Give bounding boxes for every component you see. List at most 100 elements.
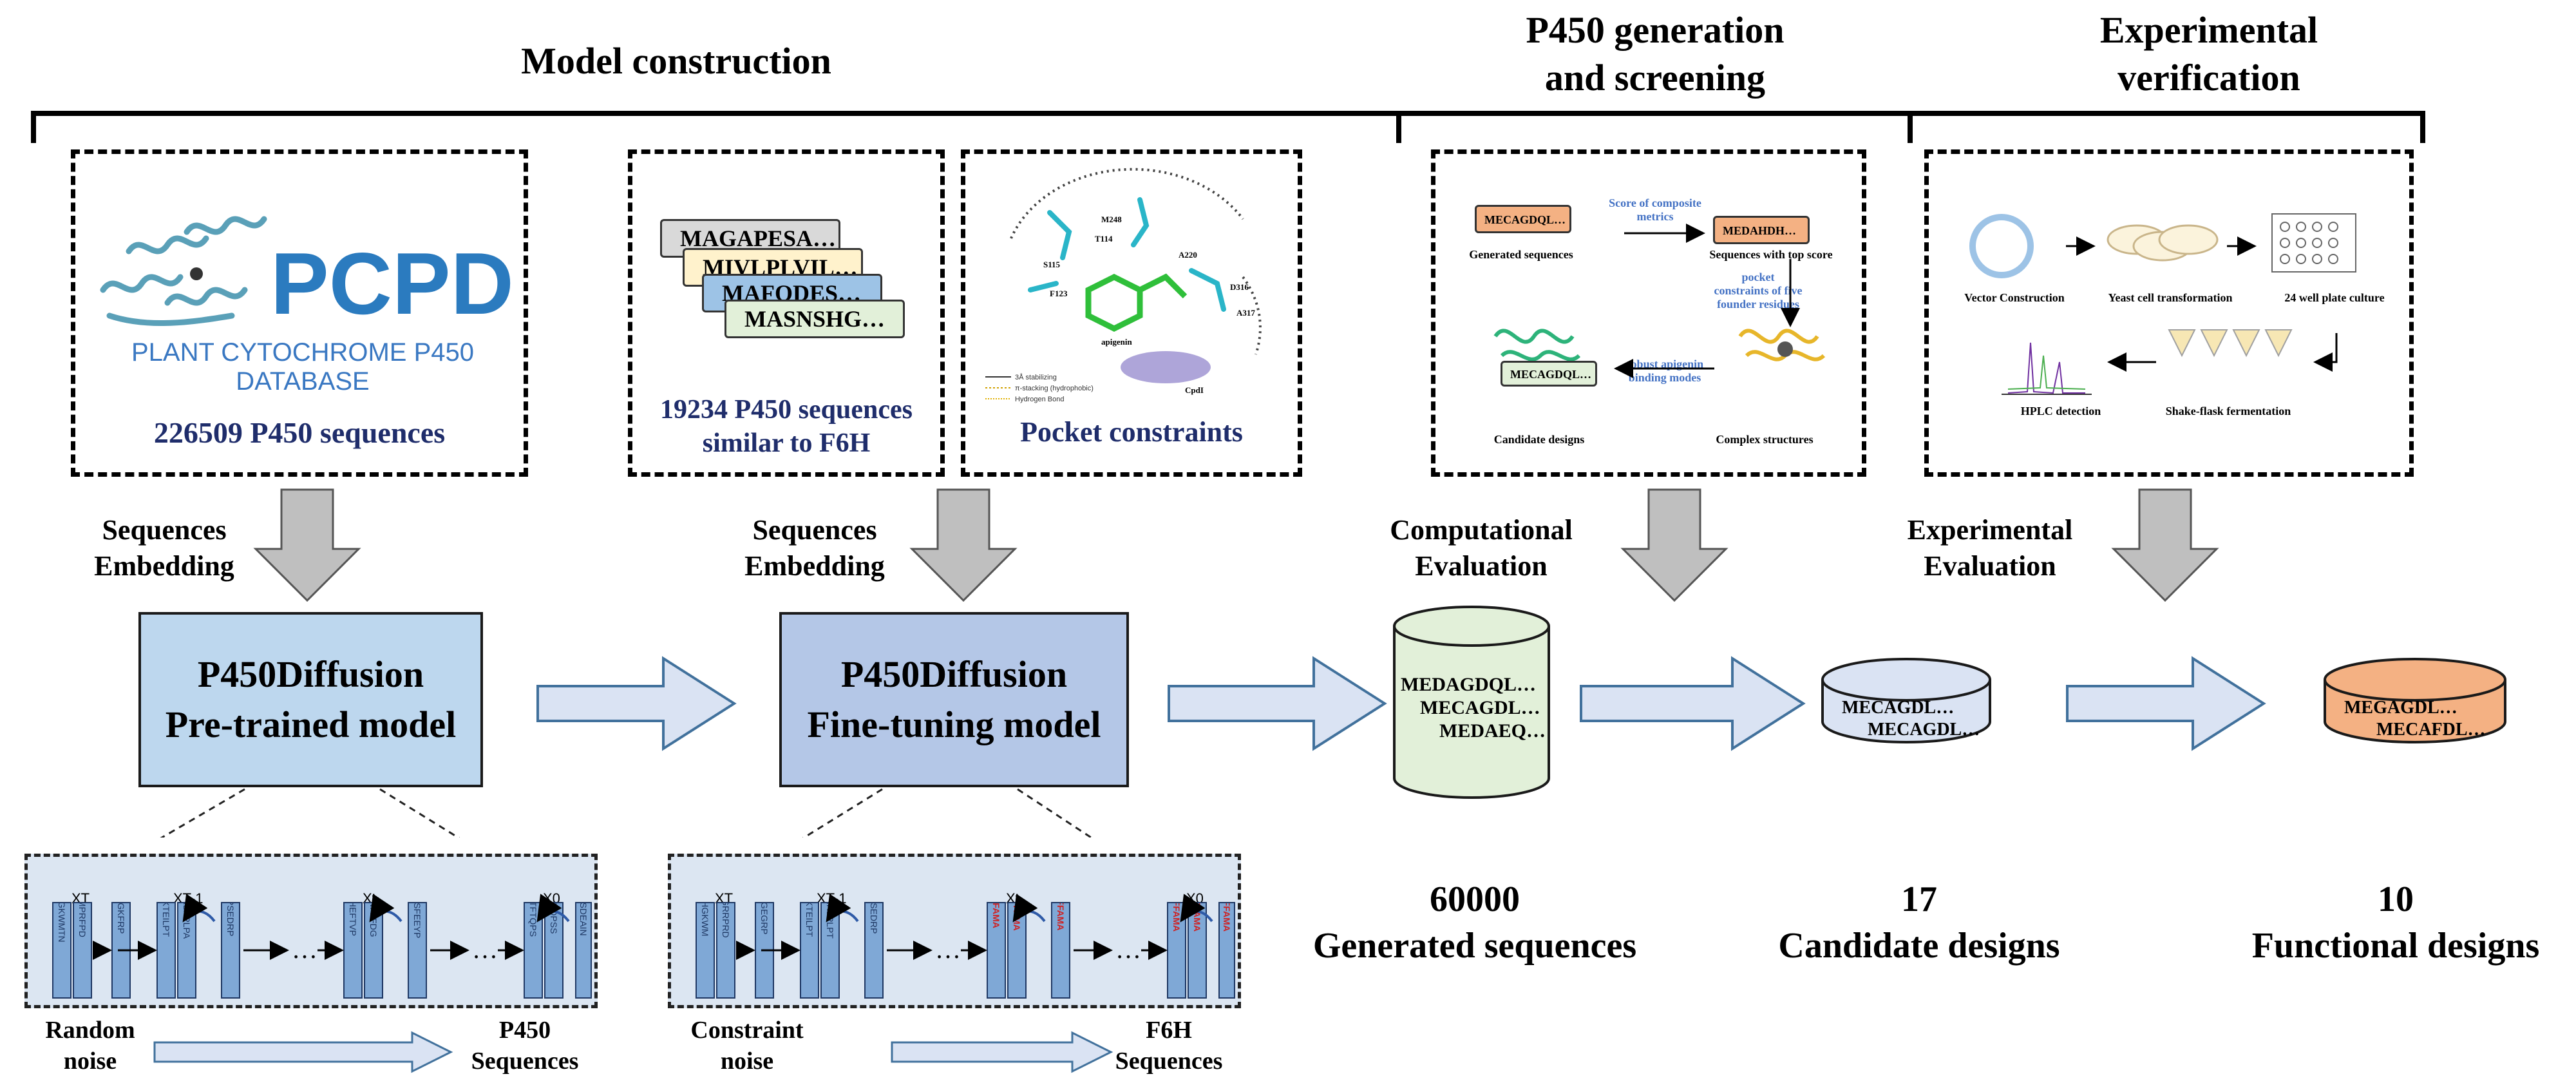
- diff1-end-line1: P450: [498, 1017, 551, 1044]
- hplc-chart-icon: [2002, 342, 2092, 395]
- functional-seq-2: MECAFDL…: [2376, 720, 2486, 740]
- diff2-end-line1: F6H: [1146, 1017, 1192, 1044]
- zoom-lines: [160, 788, 1094, 838]
- legend-hbond: Hydrogen Bond: [1015, 396, 1064, 403]
- down-arrows: [253, 488, 2219, 602]
- seq-bar: NKKTEILPT: [156, 902, 176, 999]
- exp-yeast-label: Yeast cell transformation: [2108, 291, 2233, 304]
- screen-pocket-line1: pocket: [1741, 271, 1775, 283]
- flow-arrow-2: [1168, 656, 1387, 751]
- candidate-count-label: Candidate designs: [1778, 926, 2060, 966]
- residue-d316: D316: [1230, 282, 1249, 292]
- diff1-ellipsis-2: …: [472, 935, 498, 964]
- functional-cylinder-text: MEGAGDL… MECAFDL…: [2331, 697, 2499, 741]
- legend-stabilizing: 3Å stabilizing: [1015, 373, 1057, 381]
- diffusion-panel-pretrained: XT XT-1 Xt X0 YCHGKWMTN KVMPRFPD YVGKFRP…: [24, 854, 598, 1008]
- plasmid-icon: [1969, 214, 2034, 278]
- generated-stat: 60000 Generated sequences: [1294, 876, 1655, 969]
- functional-count: 10: [2378, 879, 2414, 919]
- residue-a317: A317: [1236, 308, 1255, 318]
- pretrained-model-box: P450Diffusion Pre-trained model: [138, 612, 483, 787]
- diff2-start-line1: Constraint: [690, 1017, 804, 1044]
- generated-cylinder-text: MEDAGDQL… MECAGDL… MEDAEQ…: [1394, 673, 1549, 743]
- screening-box: [1431, 149, 1866, 477]
- screen-pocket-line3: founder residues: [1717, 298, 1799, 311]
- similar-sequences-box: [628, 149, 945, 477]
- candidate-seq-2: MECAGDL…: [1868, 720, 1980, 740]
- screen-robust-label: robust apigenin binding modes: [1604, 358, 1726, 385]
- screen-robust-line2: binding modes: [1628, 371, 1701, 384]
- generated-cylinder: [1393, 626, 1550, 799]
- flow-arrow-4: [2066, 656, 2266, 751]
- top-score-seq-stack: MEDAHDH…: [1713, 216, 1810, 244]
- pcpd-caption: 226509 P450 sequences: [153, 416, 446, 449]
- seq-bar: YRHGKWM: [696, 902, 715, 999]
- diff1-start-line1: Random: [45, 1017, 135, 1044]
- header-verification: Experimental verification: [1990, 6, 2428, 102]
- diff2-ellipsis-2: …: [1115, 935, 1141, 964]
- pcpd-subtitle: PLANT CYTOCHROME P450 DATABASE: [131, 338, 474, 396]
- residue-a220: A220: [1179, 250, 1197, 260]
- embedding-label-2: Sequences Embedding: [734, 512, 895, 584]
- residue-f123: F123: [1050, 289, 1068, 298]
- seq-bar: MASDEAIN: [575, 902, 592, 999]
- pcpd-box: [71, 149, 528, 477]
- embedding-label-1-line1: Sequences: [102, 514, 227, 546]
- computational-evaluation-line1: Computational: [1390, 514, 1573, 546]
- flow-arrow-1: [536, 656, 737, 751]
- screen-pocket-line2: constraints of five: [1714, 284, 1803, 297]
- exp-plate-label: 24 well plate culture: [2284, 291, 2385, 304]
- seq-bar: AFAMA: [987, 902, 1006, 999]
- seq-card-4: MASNSHG…: [724, 300, 905, 338]
- header-generation-line2: and screening: [1544, 57, 1766, 99]
- down-arrow-2: [909, 488, 1018, 602]
- diff2-start-label: Constraint noise: [670, 1015, 824, 1077]
- seq-bar: LYKSFEEYP: [408, 902, 427, 999]
- header-verification-line2: verification: [2117, 57, 2300, 99]
- seq-bar: LFFAMA: [1051, 902, 1070, 999]
- flow-arrows: [160, 606, 2506, 838]
- experimental-evaluation-label: Experimental Evaluation: [1887, 512, 2093, 584]
- diff1-end-label: P450 Sequences: [444, 1015, 605, 1077]
- down-arrow-1: [253, 488, 361, 602]
- screening-diagram: [1493, 224, 1826, 378]
- seq-bar: KVMPRFPD: [73, 902, 92, 999]
- screen-score-line2: metrics: [1636, 210, 1674, 223]
- screen-top-score-label: Sequences with top score: [1709, 248, 1833, 261]
- seq-bar: YCHGKWMTN: [52, 902, 71, 999]
- computational-evaluation-label: Computational Evaluation: [1378, 512, 1584, 584]
- seq-bar: KYGRRPRD: [716, 902, 735, 999]
- diff2-end-label: F6H Sequences: [1088, 1015, 1249, 1077]
- diff2-start-line2: noise: [720, 1048, 774, 1075]
- diff1-ellipsis-1: …: [292, 935, 317, 964]
- experimental-evaluation-line2: Evaluation: [1924, 550, 2056, 582]
- well-plate-icon: [2271, 213, 2356, 273]
- residue-s115: S115: [1043, 260, 1061, 269]
- screen-score-line1: Score of composite: [1609, 196, 1701, 209]
- candidate-stat: 17 Candidate designs: [1752, 876, 2087, 969]
- experiment-diagram: [1969, 213, 2356, 395]
- screen-score-label: Score of composite metrics: [1597, 196, 1713, 224]
- diff1-start-label: Random noise: [26, 1015, 155, 1077]
- down-arrow-3: [1620, 488, 1728, 602]
- generated-seq-2: MECAGDL…: [1420, 697, 1540, 718]
- residue-t114: T114: [1095, 234, 1113, 244]
- screen-candidates-label: Candidate designs: [1493, 433, 1585, 446]
- pocket-box: [961, 149, 1302, 477]
- finetune-model-line1: P450Diffusion: [840, 653, 1068, 695]
- header-generation: P450 generation and screening: [1436, 6, 1874, 102]
- generated-count: 60000: [1430, 879, 1520, 919]
- generated-seq-3: MEDAEQ…: [1439, 720, 1546, 742]
- embedding-label-2-line1: Sequences: [752, 514, 877, 546]
- diffusion-panel-finetune: XT XT-1 Xt X0 YRHGKWM KYGRRPRD YVGEGRP N…: [668, 854, 1241, 1008]
- similar-caption: 19234 P450 sequences similar to F6H: [628, 393, 945, 460]
- screen-robust-line1: robust apigenin: [1625, 358, 1704, 370]
- header-model-construction: Model construction: [521, 40, 831, 82]
- finetune-model-box: P450Diffusion Fine-tuning model: [779, 612, 1129, 787]
- brace-verification: [1908, 111, 2425, 143]
- generated-seq-1: MEDAGDQL…: [1401, 674, 1536, 695]
- functional-count-label: Functional designs: [2251, 926, 2540, 966]
- down-arrow-4: [2111, 488, 2219, 602]
- diff1-progress-arrow: [153, 1031, 453, 1073]
- screen-pocket-label: pocket constraints of five founder resid…: [1694, 271, 1823, 311]
